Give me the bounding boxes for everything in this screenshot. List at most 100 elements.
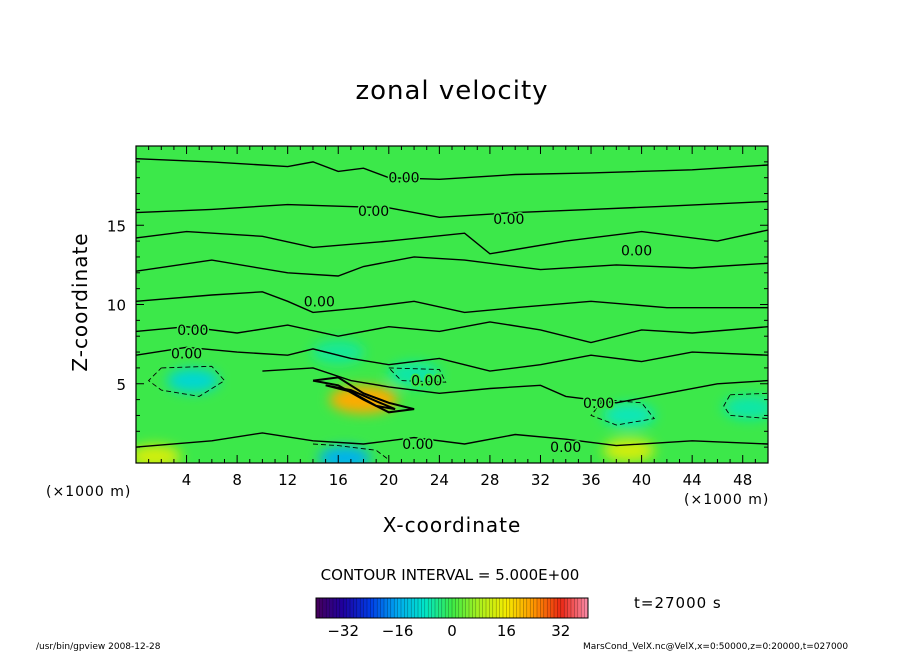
x-tick-label: 48 xyxy=(733,471,752,489)
colorbar-segment xyxy=(339,598,344,618)
colorbar-frame xyxy=(315,597,589,619)
x-tick-label: 8 xyxy=(232,471,242,489)
colorbar-segment xyxy=(353,598,358,618)
colorbar-segment xyxy=(360,598,364,618)
colorbar-segment xyxy=(489,598,494,618)
contour-zero-line xyxy=(136,291,768,314)
colorbar-segment xyxy=(547,598,551,618)
colorbar-segment xyxy=(336,598,341,618)
chart-title: zonal velocity xyxy=(355,76,549,106)
colorbar-segment xyxy=(441,598,446,618)
colorbar-segment xyxy=(482,598,487,618)
colorbar-segment xyxy=(574,598,579,618)
colorbar-segment xyxy=(333,598,337,618)
colorbar-segment xyxy=(581,598,585,618)
colorbar-segment xyxy=(387,598,392,618)
contour-negative-line xyxy=(723,392,768,420)
colorbar-segment xyxy=(350,598,354,618)
colorbar-segment xyxy=(486,598,490,618)
contour-label: 0.00 xyxy=(493,212,524,228)
contour-label: 0.00 xyxy=(171,347,202,363)
colorbar-segment xyxy=(516,598,521,618)
x-tick-label: 40 xyxy=(632,471,651,489)
colorbar-segment xyxy=(370,598,375,618)
x-tick-label: 32 xyxy=(531,471,550,489)
field-feature xyxy=(723,395,768,420)
colorbar-segment xyxy=(584,598,589,618)
colorbar-segment xyxy=(560,598,565,618)
colorbar-segment xyxy=(509,598,514,618)
colorbar-segment xyxy=(363,598,368,618)
colorbar-segment xyxy=(513,598,517,618)
colorbar-segment xyxy=(316,598,320,618)
y-tick-label: 5 xyxy=(116,376,126,394)
field-background xyxy=(136,146,768,463)
colorbar-segment xyxy=(475,598,480,618)
colorbar-segment xyxy=(526,598,531,618)
footer-left: /usr/bin/gpview 2008-12-28 xyxy=(36,642,161,652)
colorbar-segment xyxy=(503,598,507,618)
colorbar-segment xyxy=(431,598,436,618)
contour-lines: 0.00 0.00 0.00 0.00 0.00 0.00 0.00 0.00 0.00 0.00… xyxy=(136,158,768,461)
field-feature xyxy=(166,368,219,393)
colorbar-segment xyxy=(367,598,371,618)
colorbar-segment xyxy=(479,598,483,618)
y-tick-label: 10 xyxy=(107,297,126,315)
colorbar-segment xyxy=(326,598,330,618)
x-tick-label: 36 xyxy=(581,471,600,489)
contour-zero-line xyxy=(136,321,768,344)
colorbar-segment xyxy=(577,598,582,618)
contour-label: 0.00 xyxy=(550,440,581,456)
field-feature xyxy=(318,446,371,463)
colorbar-segment xyxy=(380,598,385,618)
x-tick-label: 16 xyxy=(329,471,348,489)
contour-label: 0.00 xyxy=(177,323,208,339)
y-unit-label: (×1000 m) xyxy=(46,484,132,500)
colorbar-segment xyxy=(448,598,453,618)
colorbar-segment xyxy=(322,598,327,618)
colorbar-segment xyxy=(499,598,504,618)
contour-label: 0.00 xyxy=(358,204,389,220)
colorbar-segment xyxy=(343,598,347,618)
colorbar-segment xyxy=(567,598,572,618)
colorbar-segment xyxy=(564,598,568,618)
colorbar-segment xyxy=(384,598,388,618)
contour-label: 0.00 xyxy=(402,437,433,453)
contour-negative-line xyxy=(388,367,447,383)
field-feature xyxy=(136,444,181,463)
colorbar-segment xyxy=(537,598,541,618)
contour-zero-line xyxy=(136,200,768,219)
x-unit-label: (×1000 m) xyxy=(684,492,770,508)
contour-label: 0.00 xyxy=(388,171,419,187)
colorbar-segment xyxy=(520,598,524,618)
contour-zero-line xyxy=(136,229,768,255)
contour-zero-line xyxy=(262,367,768,404)
x-axis: 4 8 12 16 20 24 28 32 36 40 44 48 xyxy=(148,146,756,489)
colorbar-segment xyxy=(404,598,409,618)
colorbar-segment xyxy=(458,598,463,618)
contour-label: 0.00 xyxy=(304,294,335,310)
colorbar-segment xyxy=(557,598,562,618)
colorbar-segment xyxy=(435,598,439,618)
colorbar-segment xyxy=(329,598,334,618)
colorbar-segment xyxy=(492,598,497,618)
x-tick-label: 44 xyxy=(683,471,702,489)
colorbar-segment xyxy=(469,598,473,618)
colorbar-segment xyxy=(356,598,361,618)
colorbar-segment xyxy=(452,598,456,618)
y-axis: 5 10 15 xyxy=(107,161,768,448)
colorbar-segment xyxy=(543,598,548,618)
colorbar-segment xyxy=(462,598,466,618)
y-axis-label: Z-coordinate xyxy=(68,232,92,372)
contour-label: 0.00 xyxy=(583,396,614,412)
colorbar: −32 −16 0 16 32 xyxy=(315,597,589,640)
x-tick-label: 28 xyxy=(480,471,499,489)
colorbar-segment xyxy=(421,598,426,618)
field-feature xyxy=(602,403,655,428)
contour-zero-line xyxy=(136,432,768,448)
x-tick-label: 20 xyxy=(379,471,398,489)
colorbar-segment xyxy=(472,598,477,618)
colorbar-segment xyxy=(418,598,422,618)
contour-interval-text: CONTOUR INTERVAL = 5.000E+00 xyxy=(320,566,580,584)
